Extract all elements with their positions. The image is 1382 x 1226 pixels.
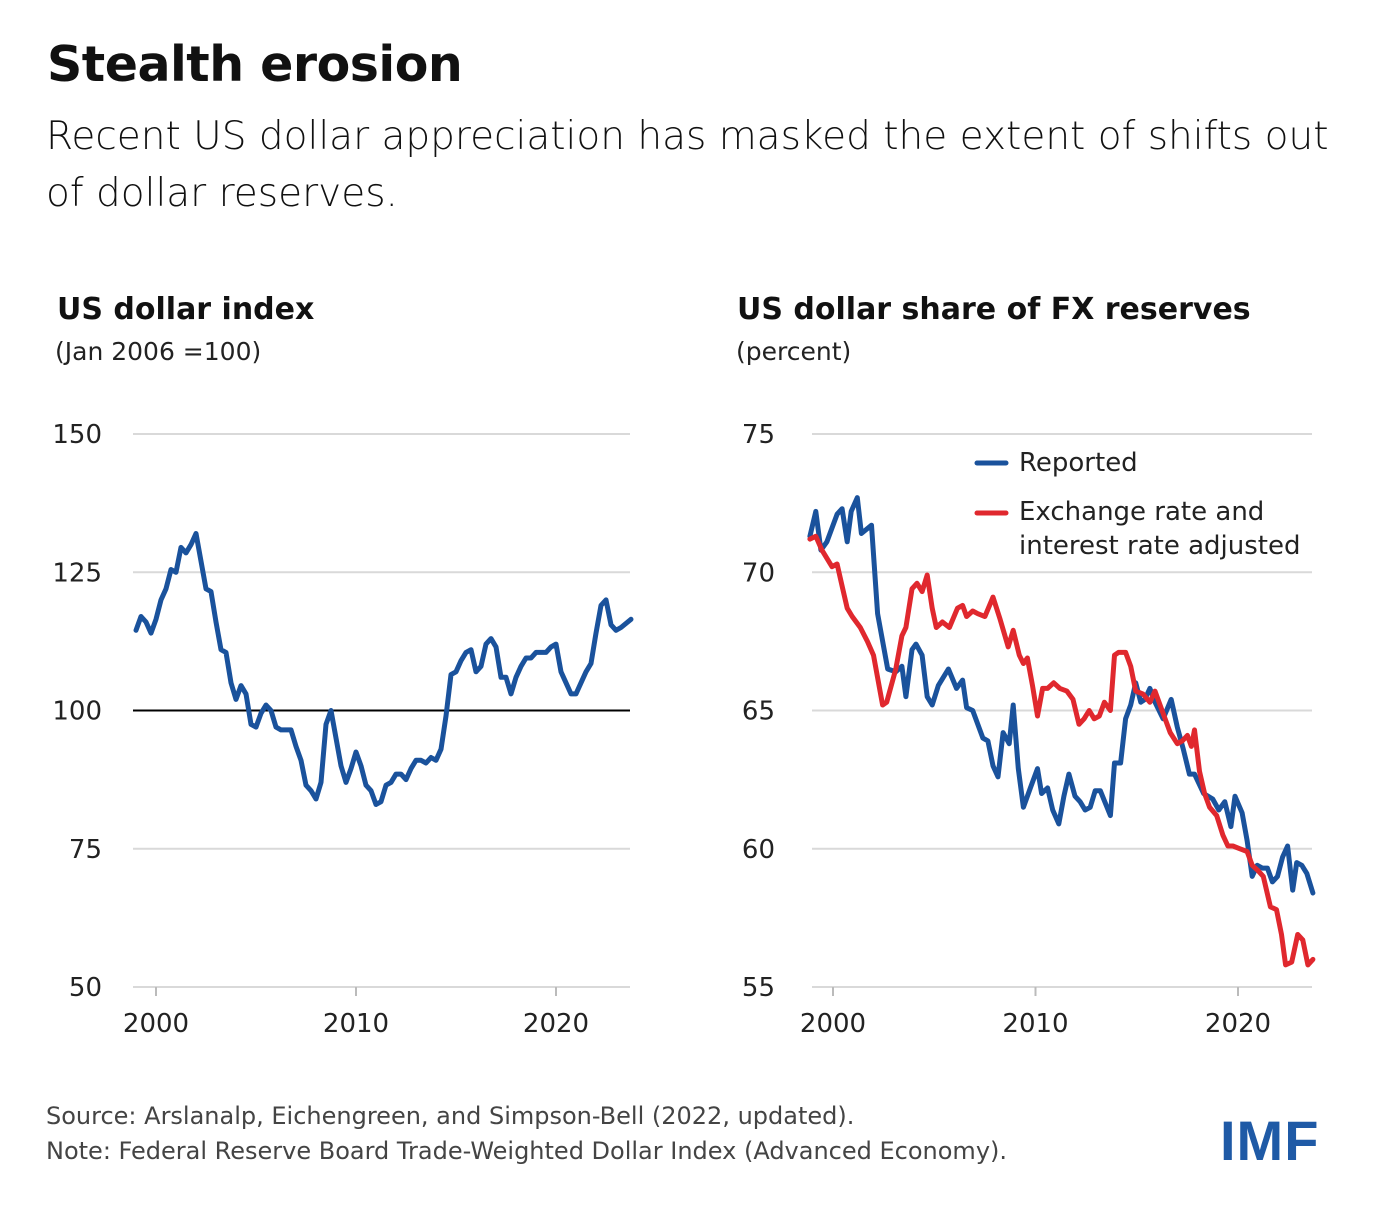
x-tick-label: 2000 [123, 1009, 189, 1039]
y-tick-label: 100 [52, 697, 102, 727]
x-tick-label: 2000 [800, 1009, 866, 1039]
y-tick-label: 60 [742, 835, 775, 865]
y-tick-label: 75 [69, 835, 102, 865]
series-line-dollar-index [133, 531, 634, 807]
right-chart-unit: (percent) [736, 337, 852, 366]
x-tick-label: 2020 [1205, 1009, 1271, 1039]
source-note: Source: Arslanalp, Eichengreen, and Simp… [46, 1102, 855, 1130]
y-tick-label: 75 [742, 420, 775, 450]
footnote: Note: Federal Reserve Board Trade-Weight… [46, 1137, 1008, 1165]
x-tick-label: 2020 [523, 1009, 589, 1039]
page-title: Stealth erosion [47, 36, 463, 93]
imf-logo: IMF [1220, 1109, 1320, 1172]
legend-label-adjusted-line1: Exchange rate and [1019, 497, 1265, 527]
y-tick-label: 65 [742, 697, 775, 727]
legend-label-reported: Reported [1019, 448, 1138, 478]
series-line-reported [807, 495, 1316, 896]
y-tick-label: 70 [742, 558, 775, 588]
page-subtitle: Recent US dollar appreciation has masked… [46, 114, 1329, 216]
y-tick-label: 50 [69, 973, 102, 1003]
y-tick-label: 150 [52, 420, 102, 450]
y-tick-label: 125 [52, 558, 102, 588]
x-tick-label: 2010 [1002, 1009, 1068, 1039]
x-tick-label: 2010 [323, 1009, 389, 1039]
series-line-exchange-rate-and-interest-rate-adjusted [807, 533, 1316, 968]
y-tick-label: 55 [742, 973, 775, 1003]
right-chart-title: US dollar share of FX reserves [737, 292, 1251, 327]
left-chart-title: US dollar index [57, 292, 315, 327]
left-chart-unit: (Jan 2006 =100) [55, 337, 262, 366]
legend-label-adjusted-line2: interest rate adjusted [1019, 531, 1301, 561]
